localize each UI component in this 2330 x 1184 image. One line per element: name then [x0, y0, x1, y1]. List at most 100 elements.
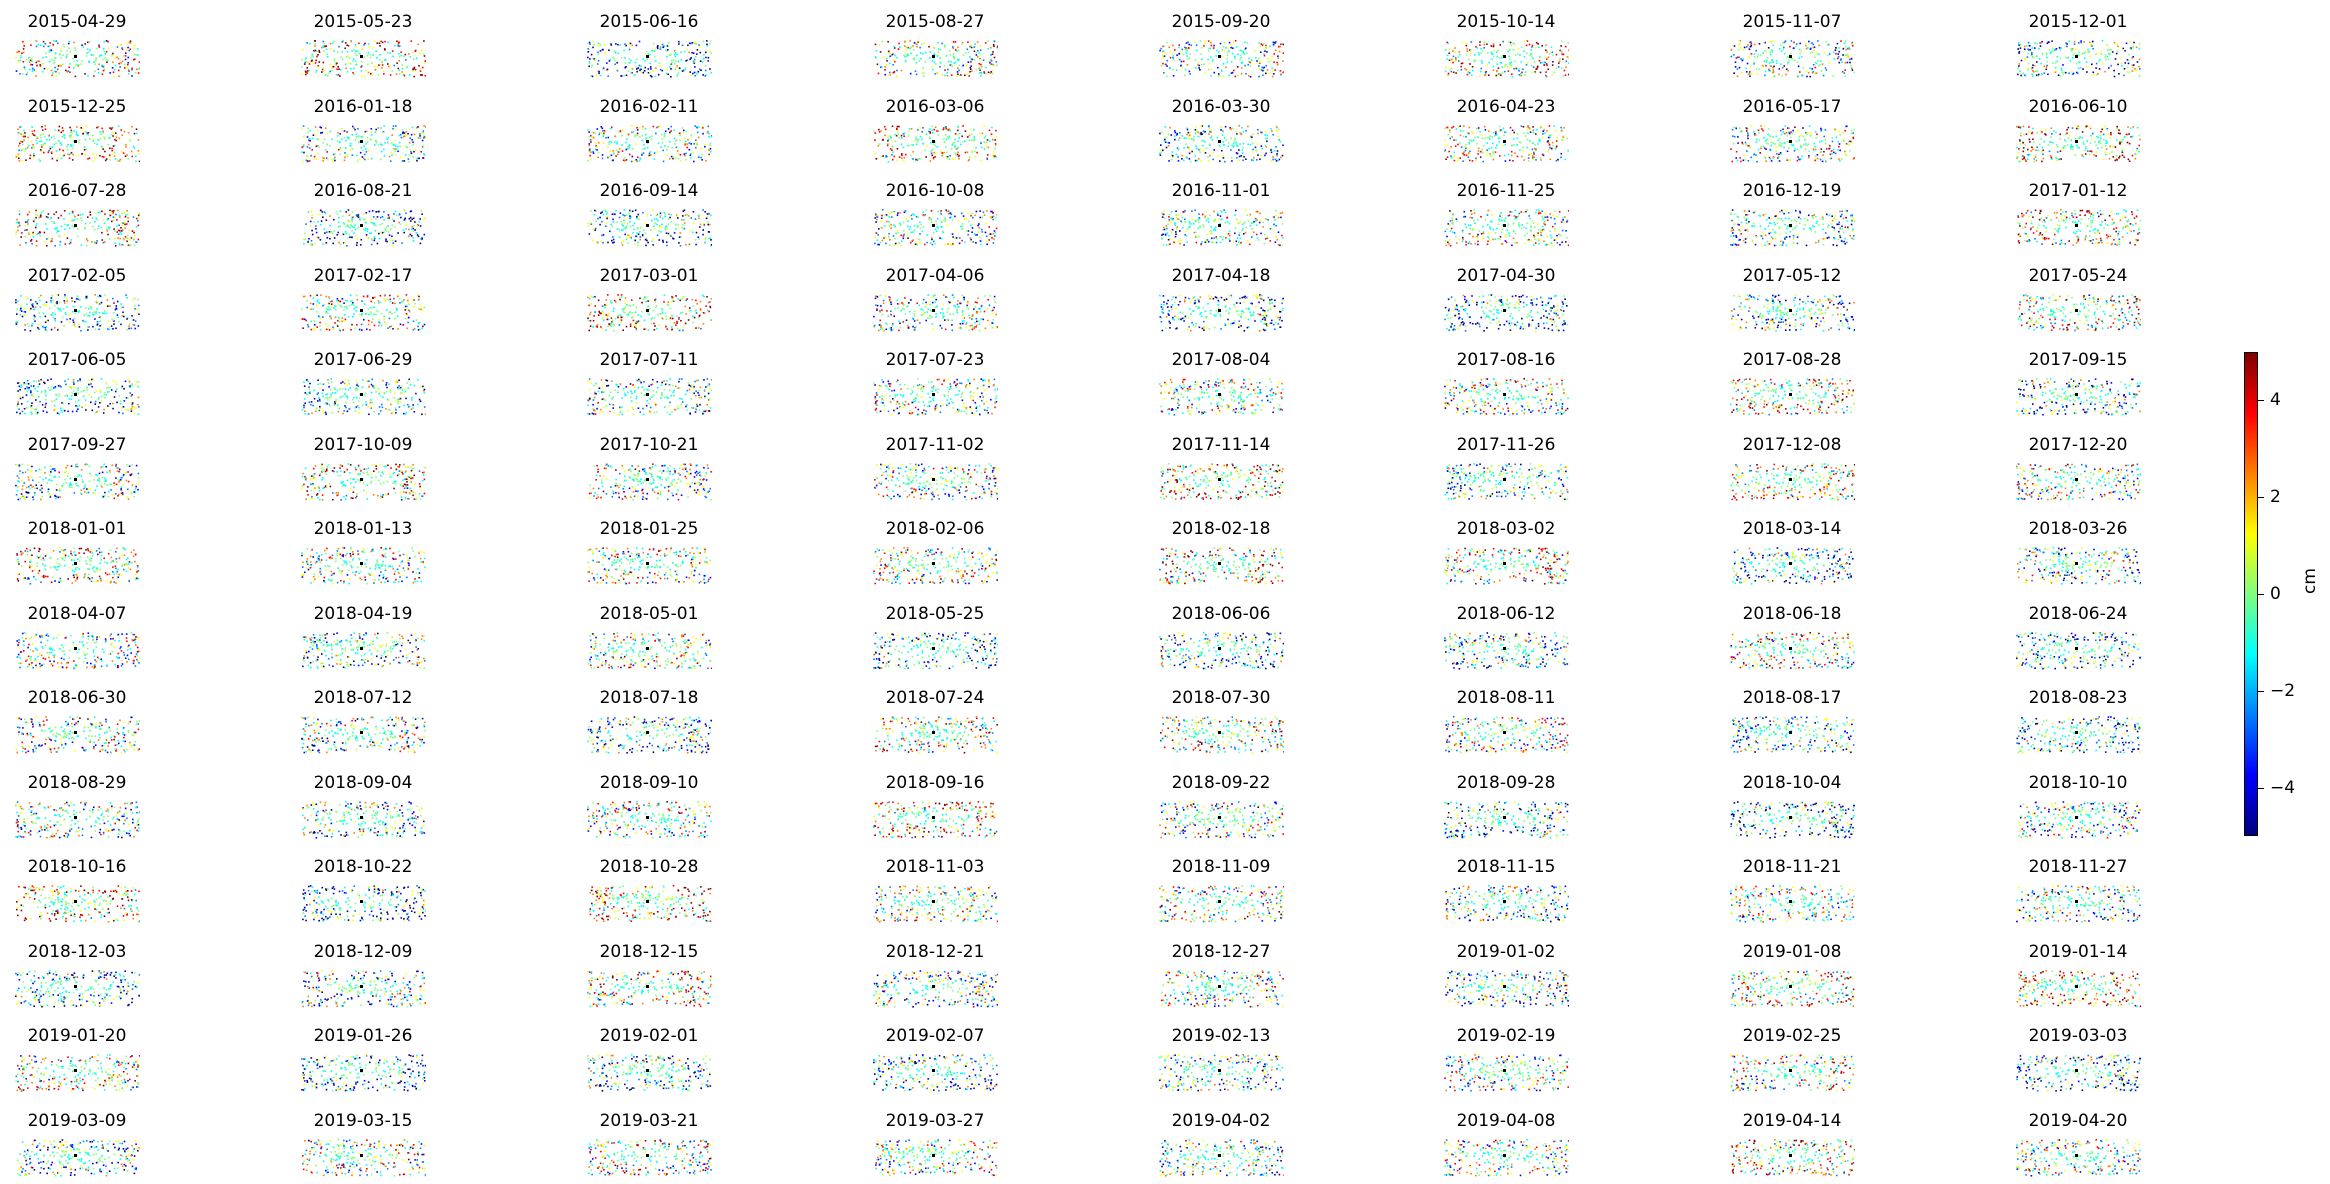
- scatter-point: [2020, 44, 2022, 47]
- scatter-point: [343, 159, 346, 161]
- scatter-point: [104, 68, 106, 71]
- scatter-point: [2020, 159, 2022, 161]
- scatter-point: [700, 156, 702, 158]
- scatter-point: [1270, 151, 1273, 153]
- scatter-point: [887, 160, 890, 163]
- scatter-point: [950, 74, 953, 76]
- scatter-point: [993, 56, 996, 59]
- scatter-point: [383, 154, 386, 157]
- scatter-point: [308, 238, 310, 240]
- scatter-point: [1271, 70, 1274, 72]
- scatter-point: [1828, 147, 1830, 149]
- scatter-point: [637, 156, 639, 158]
- scatter-point: [637, 215, 640, 217]
- scatter-point: [2101, 62, 2104, 65]
- scatter-point: [118, 214, 121, 217]
- scatter-point: [595, 220, 597, 223]
- scatter-point: [1169, 56, 1172, 59]
- scatter-point: [913, 139, 916, 142]
- scatter-point: [674, 55, 677, 58]
- scatter-point: [347, 62, 350, 64]
- subplot-title: 2016-02-11: [586, 97, 712, 117]
- scatter-point: [693, 71, 696, 74]
- scatter-point: [1819, 140, 1821, 143]
- scatter-point: [1446, 155, 1449, 158]
- scatter-point: [1829, 153, 1832, 155]
- scatter-point: [886, 144, 889, 146]
- scatter-point: [1838, 61, 1841, 64]
- scatter-point: [316, 129, 319, 132]
- scatter-point: [421, 238, 423, 240]
- scatter-point: [689, 243, 692, 246]
- scatter-point: [314, 45, 316, 47]
- scatter-point: [397, 150, 399, 152]
- scatter-point: [2066, 132, 2068, 134]
- scatter-point: [1161, 131, 1163, 133]
- scatter-point: [385, 238, 387, 240]
- scatter-point: [644, 60, 646, 62]
- scatter-point: [1209, 47, 1211, 50]
- scatter-point: [1454, 51, 1457, 54]
- scatter-point: [1263, 53, 1265, 55]
- scatter-point: [2121, 138, 2124, 140]
- scatter-point: [1468, 58, 1470, 61]
- scatter-point: [1174, 49, 1176, 51]
- scatter-point: [702, 229, 704, 231]
- scatter-point: [361, 135, 364, 137]
- scatter-point: [2017, 73, 2019, 76]
- scatter-point: [1189, 73, 1191, 75]
- scatter-point: [1491, 58, 1493, 61]
- scatter-point: [1814, 130, 1817, 133]
- scatter-point: [350, 40, 352, 42]
- scatter-point: [374, 130, 377, 133]
- reference-point-marker: [1503, 139, 1506, 143]
- scatter-point: [705, 56, 707, 59]
- scatter-point: [611, 213, 614, 215]
- scatter-point: [633, 228, 635, 231]
- scatter-point: [1457, 125, 1460, 127]
- scatter-point: [26, 221, 29, 223]
- scatter-point: [1162, 45, 1164, 48]
- scatter-point: [2104, 144, 2107, 147]
- scatter-point: [983, 72, 986, 74]
- scatter-point: [1219, 42, 1222, 45]
- scatter-point: [937, 129, 939, 132]
- scatter-point: [1448, 52, 1450, 55]
- scatter-point: [1517, 52, 1519, 55]
- scatter-point: [313, 155, 316, 157]
- scatter-point: [1838, 50, 1841, 53]
- scatter-point: [979, 69, 981, 71]
- scatter-point: [604, 51, 607, 54]
- scatter-point: [1770, 65, 1772, 67]
- scatter-point: [641, 139, 643, 141]
- scatter-point: [1750, 156, 1752, 158]
- scatter-point: [1546, 58, 1548, 60]
- scatter-point: [1735, 156, 1737, 159]
- scatter-point: [611, 126, 613, 128]
- scatter-point: [1276, 129, 1278, 132]
- scatter-point: [1235, 151, 1238, 154]
- scatter-point: [630, 71, 632, 74]
- scatter-point: [1195, 144, 1197, 147]
- scatter-point: [1492, 65, 1495, 68]
- scatter-point: [1525, 44, 1528, 47]
- scatter-point: [1535, 46, 1537, 49]
- scatter-point: [309, 137, 311, 140]
- scatter-point: [695, 125, 698, 127]
- scatter-point: [1740, 72, 1743, 74]
- scatter-point: [370, 74, 373, 76]
- scatter-point: [650, 153, 652, 156]
- scatter-point: [1165, 146, 1168, 148]
- scatter-point: [420, 150, 422, 153]
- scatter-point: [1540, 158, 1542, 161]
- scatter-point: [1170, 153, 1173, 156]
- scatter-point: [127, 234, 129, 237]
- scatter-point: [329, 215, 331, 217]
- scatter-point: [1780, 144, 1782, 147]
- scatter-point: [123, 130, 126, 132]
- scatter-point: [126, 237, 129, 239]
- scatter-point: [1492, 44, 1495, 47]
- scatter-point: [306, 72, 309, 74]
- scatter-point: [1814, 148, 1817, 150]
- scatter-point: [120, 128, 122, 131]
